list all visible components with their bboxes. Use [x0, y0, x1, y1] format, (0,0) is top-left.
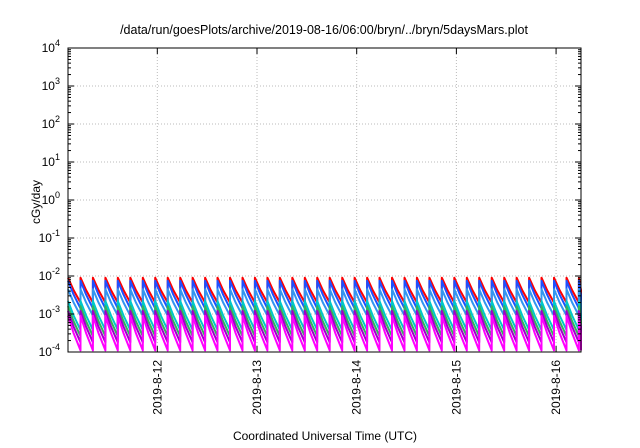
y-tick-label: 101 [42, 152, 60, 169]
plot-frame [67, 47, 582, 353]
series-line [67, 314, 582, 352]
y-tick-label: 100 [42, 190, 60, 207]
y-tick-label: 10-1 [39, 228, 60, 245]
series-group [67, 276, 582, 352]
y-tick-label: 102 [42, 114, 60, 131]
y-tick-labels: 104 103 102 101 100 10-1 10-2 10-3 10-4 [39, 38, 60, 359]
x-tick-label: 2019-8-13 [250, 360, 264, 415]
y-tick-label: 10-3 [39, 304, 60, 321]
y-axis-label: cGy/day [29, 180, 43, 224]
x-axis-label: Coordinated Universal Time (UTC) [233, 429, 417, 443]
x-tick-label: 2019-8-15 [449, 360, 463, 415]
y-tick-label: 103 [42, 76, 60, 93]
x-tick-labels: 2019-8-12 2019-8-13 2019-8-14 2019-8-15 2019… [150, 360, 563, 415]
y-tick-label: 10-2 [39, 266, 60, 283]
x-tick-label: 2019-8-16 [549, 360, 563, 415]
x-tick-label: 2019-8-12 [150, 360, 164, 415]
chart-title: /data/run/goesPlots/archive/2019-08-16/0… [120, 23, 528, 37]
y-tick-label: 10-4 [39, 342, 60, 359]
y-tick-label: 104 [42, 38, 60, 55]
x-tick-label: 2019-8-14 [350, 360, 364, 415]
